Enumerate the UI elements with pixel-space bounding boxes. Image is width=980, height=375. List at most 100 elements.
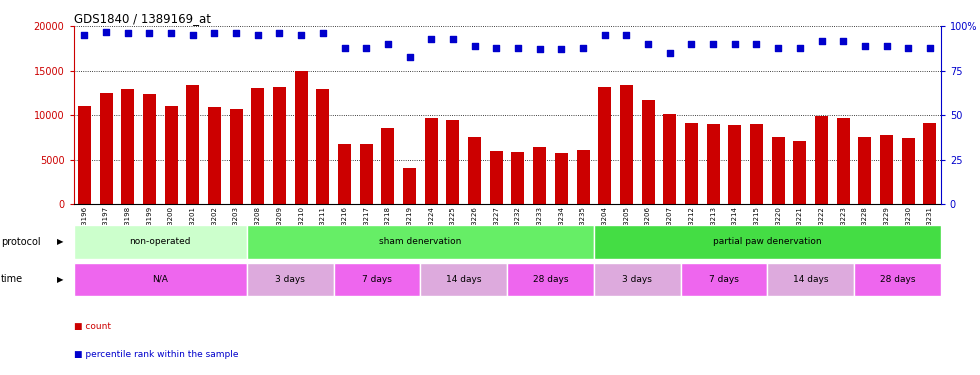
Point bbox=[835, 38, 851, 44]
Point bbox=[511, 45, 526, 51]
Bar bbox=[360, 144, 372, 204]
Bar bbox=[858, 137, 871, 204]
Bar bbox=[247, 225, 594, 259]
Point bbox=[770, 45, 786, 51]
Point bbox=[228, 30, 244, 36]
Point bbox=[423, 36, 439, 42]
Bar bbox=[794, 141, 807, 204]
Bar bbox=[100, 93, 113, 204]
Bar bbox=[490, 151, 503, 204]
Bar bbox=[122, 90, 134, 204]
Point bbox=[879, 43, 895, 49]
Point bbox=[76, 32, 92, 38]
Bar bbox=[338, 144, 351, 204]
Point bbox=[293, 32, 309, 38]
Point bbox=[315, 30, 330, 36]
Text: time: time bbox=[1, 274, 24, 284]
Text: ■ percentile rank within the sample: ■ percentile rank within the sample bbox=[74, 350, 238, 359]
Bar bbox=[468, 137, 481, 204]
Bar bbox=[880, 135, 893, 204]
Point bbox=[575, 45, 591, 51]
Point bbox=[618, 32, 634, 38]
Bar bbox=[143, 94, 156, 204]
Point bbox=[727, 41, 743, 47]
Bar bbox=[512, 152, 524, 204]
Point bbox=[120, 30, 135, 36]
Point bbox=[488, 45, 504, 51]
Bar bbox=[728, 125, 741, 204]
Point bbox=[640, 41, 656, 47]
Point bbox=[185, 32, 201, 38]
Bar bbox=[381, 128, 394, 204]
Text: partial paw denervation: partial paw denervation bbox=[713, 237, 821, 246]
Bar bbox=[594, 262, 680, 296]
Text: 7 days: 7 days bbox=[710, 275, 739, 284]
Point bbox=[532, 46, 548, 53]
Point bbox=[597, 32, 612, 38]
Bar bbox=[403, 168, 416, 204]
Point bbox=[813, 38, 829, 44]
Bar bbox=[186, 85, 199, 204]
Bar bbox=[771, 137, 785, 204]
Bar bbox=[680, 262, 767, 296]
Bar bbox=[663, 114, 676, 204]
Bar bbox=[576, 150, 590, 204]
Bar bbox=[229, 109, 243, 204]
Text: 14 days: 14 days bbox=[793, 275, 828, 284]
Text: ▶: ▶ bbox=[57, 237, 64, 246]
Bar bbox=[333, 262, 420, 296]
Bar bbox=[642, 100, 655, 204]
Bar bbox=[620, 85, 633, 204]
Bar bbox=[447, 120, 460, 204]
Text: 28 days: 28 days bbox=[533, 275, 568, 284]
Point bbox=[792, 45, 808, 51]
Bar bbox=[208, 107, 220, 204]
Text: N/A: N/A bbox=[152, 275, 169, 284]
Bar bbox=[420, 262, 508, 296]
Text: 3 days: 3 days bbox=[275, 275, 305, 284]
Text: ■ count: ■ count bbox=[74, 322, 111, 331]
Bar bbox=[855, 262, 941, 296]
Bar bbox=[317, 90, 329, 204]
Bar bbox=[750, 124, 763, 204]
Bar bbox=[273, 87, 286, 204]
Text: 14 days: 14 days bbox=[446, 275, 481, 284]
Text: 3 days: 3 days bbox=[622, 275, 652, 284]
Text: 7 days: 7 days bbox=[363, 275, 392, 284]
Bar bbox=[74, 225, 247, 259]
Point bbox=[98, 28, 114, 34]
Bar bbox=[165, 106, 177, 204]
Point bbox=[445, 36, 461, 42]
Point bbox=[271, 30, 287, 36]
Bar bbox=[594, 225, 941, 259]
Point bbox=[380, 41, 396, 47]
Bar bbox=[767, 262, 855, 296]
Point bbox=[554, 46, 569, 53]
Text: ▶: ▶ bbox=[57, 275, 64, 284]
Text: sham denervation: sham denervation bbox=[379, 237, 462, 246]
Bar bbox=[707, 124, 719, 204]
Point bbox=[402, 54, 417, 60]
Bar bbox=[902, 138, 914, 204]
Bar bbox=[424, 118, 438, 204]
Point bbox=[706, 41, 721, 47]
Point bbox=[922, 45, 938, 51]
Text: 28 days: 28 days bbox=[880, 275, 915, 284]
Point bbox=[359, 45, 374, 51]
Bar bbox=[598, 87, 612, 204]
Text: protocol: protocol bbox=[1, 237, 40, 247]
Text: non-operated: non-operated bbox=[129, 237, 191, 246]
Point bbox=[164, 30, 179, 36]
Bar bbox=[508, 262, 594, 296]
Bar bbox=[74, 262, 247, 296]
Text: GDS1840 / 1389169_at: GDS1840 / 1389169_at bbox=[74, 12, 211, 25]
Bar bbox=[815, 116, 828, 204]
Bar bbox=[251, 88, 265, 204]
Point bbox=[662, 50, 677, 56]
Point bbox=[466, 43, 482, 49]
Bar bbox=[923, 123, 937, 204]
Bar bbox=[77, 106, 91, 204]
Point bbox=[250, 32, 266, 38]
Point bbox=[207, 30, 222, 36]
Point bbox=[141, 30, 157, 36]
